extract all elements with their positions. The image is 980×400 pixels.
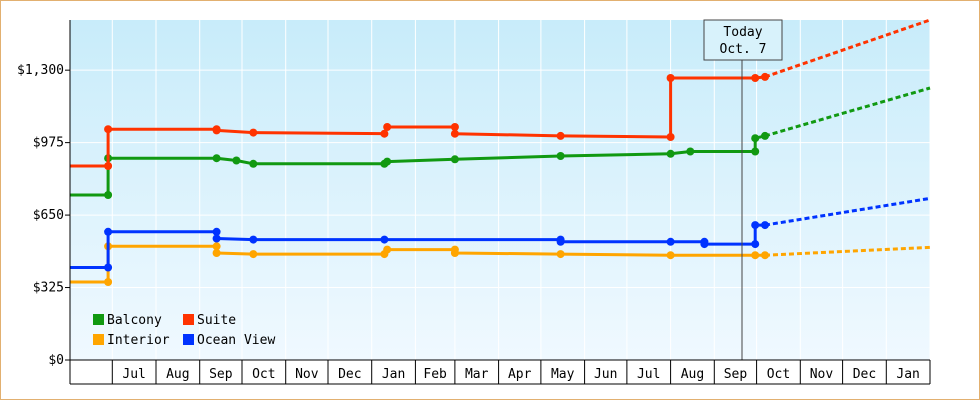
data-point-suite xyxy=(380,129,389,138)
data-point-balcony xyxy=(232,156,241,165)
data-point-balcony xyxy=(666,149,675,158)
series-balcony xyxy=(70,86,931,199)
data-point-balcony xyxy=(450,155,459,164)
data-point-balcony xyxy=(104,191,113,199)
x-tick-label: Aug xyxy=(166,367,189,382)
data-point-interior xyxy=(761,251,769,260)
data-point-balcony xyxy=(249,159,258,168)
legend-swatch-balcony xyxy=(93,314,104,325)
data-point-ocean-view xyxy=(104,263,113,272)
forecast-line-balcony xyxy=(764,86,931,138)
x-tick-label: Jul xyxy=(637,367,660,382)
data-point-suite xyxy=(383,123,392,131)
x-tick-label: Jan xyxy=(896,367,919,382)
data-point-suite xyxy=(666,74,675,82)
data-point-balcony xyxy=(686,147,695,156)
x-tick-label: Nov xyxy=(295,367,319,382)
legend-label-balcony: Balcony xyxy=(107,313,162,328)
x-tick-label: Apr xyxy=(508,367,532,382)
data-point-suite xyxy=(450,123,459,131)
data-point-ocean-view xyxy=(761,221,769,230)
data-point-balcony xyxy=(751,134,760,143)
data-point-interior xyxy=(450,249,459,257)
series-suite xyxy=(70,18,931,170)
data-point-suite xyxy=(104,125,113,134)
x-tick-label: May xyxy=(551,367,575,382)
data-point-suite xyxy=(249,128,258,137)
data-point-suite xyxy=(556,131,565,140)
data-point-interior xyxy=(556,250,565,259)
y-tick-label: $650 xyxy=(33,208,64,223)
legend-label-ocean-view: Ocean View xyxy=(197,333,275,348)
x-tick-label: Jun xyxy=(594,367,617,382)
data-point-ocean-view xyxy=(751,240,760,249)
data-point-balcony xyxy=(556,152,565,160)
x-tick-label: Oct xyxy=(252,367,275,382)
data-point-interior xyxy=(249,250,258,259)
legend: Balcony Suite Interior Ocean View xyxy=(93,313,275,348)
x-tick-label: Nov xyxy=(810,367,834,382)
data-point-interior xyxy=(383,245,392,254)
data-point-ocean-view xyxy=(700,240,709,249)
y-tick-label: $975 xyxy=(33,136,64,151)
data-point-ocean-view xyxy=(212,234,221,243)
today-box xyxy=(703,19,783,61)
legend-label-suite: Suite xyxy=(197,313,236,328)
data-point-suite xyxy=(212,126,221,135)
x-tick-label: Feb xyxy=(423,367,447,382)
x-tick-label: Sep xyxy=(209,367,233,382)
x-tick-label: Mar xyxy=(465,367,489,382)
data-point-interior xyxy=(104,278,113,286)
x-tick-label: Dec xyxy=(338,367,361,382)
data-point-ocean-view xyxy=(249,235,258,244)
today-date: Oct. 7 xyxy=(720,42,767,57)
data-point-balcony xyxy=(761,131,769,140)
data-point-ocean-view xyxy=(751,221,760,230)
data-point-interior xyxy=(666,251,675,260)
data-point-ocean-view xyxy=(380,235,389,244)
legend-swatch-ocean-view xyxy=(183,334,194,345)
data-point-ocean-view xyxy=(666,237,675,246)
legend-swatch-suite xyxy=(183,314,194,325)
forecast-line-suite xyxy=(764,18,931,79)
data-point-ocean-view xyxy=(212,227,221,236)
x-tick-label: Jul xyxy=(122,367,145,382)
data-point-interior xyxy=(212,249,221,257)
series-layer xyxy=(70,18,931,286)
x-tick-label: Oct xyxy=(767,367,790,382)
series-ocean-view xyxy=(70,196,931,272)
data-point-ocean-view xyxy=(556,237,565,246)
y-tick-label: $325 xyxy=(33,281,64,296)
plot-area xyxy=(70,20,930,360)
x-tick-label: Dec xyxy=(853,367,876,382)
data-point-suite xyxy=(104,162,113,170)
x-tick-label: Jan xyxy=(382,367,405,382)
data-point-balcony xyxy=(212,154,221,163)
data-point-suite xyxy=(761,72,769,81)
data-point-interior xyxy=(212,242,221,251)
data-point-suite xyxy=(666,133,675,141)
data-point-balcony xyxy=(383,157,392,166)
y-tick-label: $0 xyxy=(48,353,64,368)
data-point-interior xyxy=(751,251,760,260)
today-label: Today xyxy=(723,25,762,40)
legend-label-interior: Interior xyxy=(107,333,170,348)
today-marker: Today Oct. 7 xyxy=(703,19,783,360)
data-point-ocean-view xyxy=(104,227,113,236)
data-point-balcony xyxy=(751,147,760,156)
legend-swatch-interior xyxy=(93,334,104,345)
x-tick-label: Aug xyxy=(681,367,704,382)
data-point-suite xyxy=(751,74,760,82)
forecast-line-interior xyxy=(764,245,931,257)
x-tick-label: Sep xyxy=(724,367,748,382)
axes: $0 $325 $650 $975 $1,300 Jul Aug Sep Oct Nov Dec Ja… xyxy=(17,20,931,385)
data-point-suite xyxy=(450,129,459,138)
forecast-line-ocean-view xyxy=(764,196,931,227)
y-tick-label: $1,300 xyxy=(17,63,64,78)
